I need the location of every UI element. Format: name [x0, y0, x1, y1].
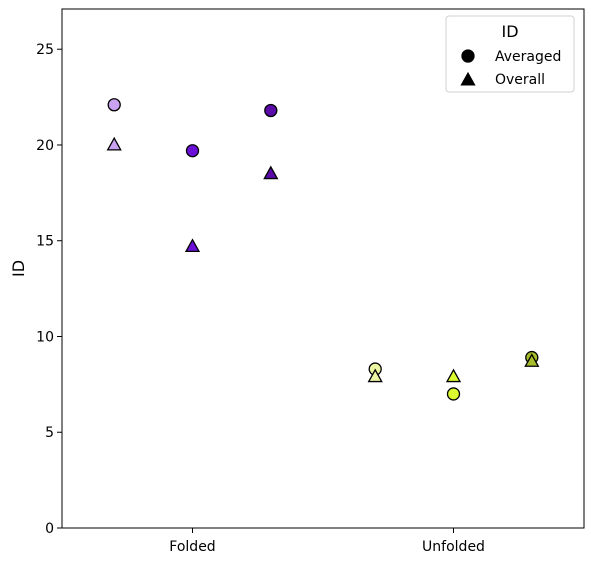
overall-point	[106, 136, 122, 151]
legend-triangle-icon	[460, 71, 476, 86]
legend-box	[445, 15, 575, 93]
overall-point	[184, 238, 201, 253]
averaged-point	[185, 144, 200, 158]
x-axis-ticks: Folded Unfolded	[169, 528, 485, 555]
averaged-point	[107, 98, 121, 112]
overall-point	[263, 165, 279, 180]
averaged-point	[264, 103, 278, 118]
y-axis-label: ID	[9, 260, 28, 277]
legend: ID Averaged Overall	[445, 15, 575, 93]
y-tick-label: 20	[36, 138, 54, 154]
overall-point	[445, 368, 462, 383]
legend-circle-icon	[461, 49, 475, 63]
y-tick-label: 10	[36, 329, 54, 345]
overall-point	[367, 368, 383, 383]
legend-title: ID	[501, 22, 518, 41]
x-tick-label: Folded	[169, 539, 215, 555]
legend-entry-label: Averaged	[495, 49, 561, 65]
x-tick-label: Unfolded	[422, 539, 485, 555]
averaged-point	[446, 387, 461, 401]
overall-point	[524, 353, 540, 367]
y-tick-label: 5	[45, 425, 54, 441]
y-axis-ticks: 0 5 10 15 20 25	[36, 42, 62, 537]
data-points	[106, 98, 540, 401]
legend-entry-label: Overall	[495, 72, 545, 88]
y-tick-label: 25	[36, 42, 54, 58]
plot-frame	[61, 8, 585, 529]
y-tick-label: 0	[45, 521, 54, 537]
y-tick-label: 15	[36, 234, 54, 250]
